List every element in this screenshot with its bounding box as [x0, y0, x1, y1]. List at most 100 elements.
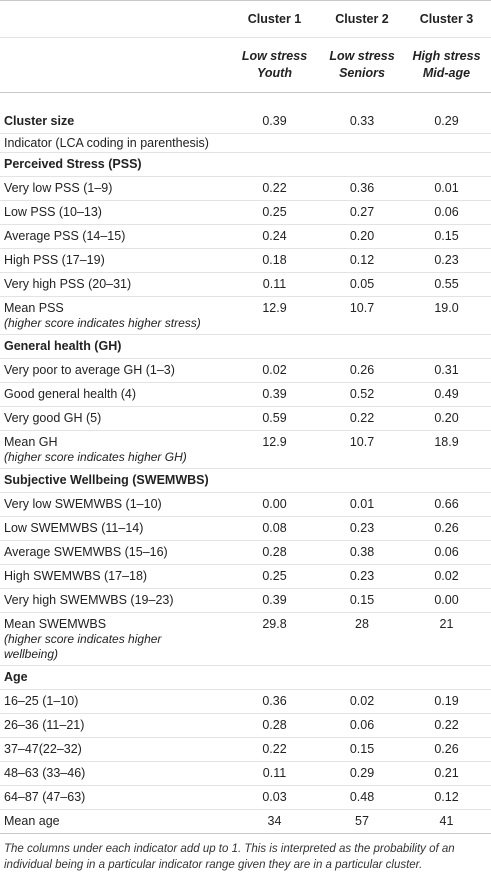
row-label: 48–63 (33–46) — [4, 766, 86, 780]
table-row: 26–36 (11–21) 0.28 0.06 0.22 — [0, 713, 491, 737]
cell-c2: 0.52 — [349, 387, 375, 401]
cell-c3: 21 — [439, 616, 454, 631]
header-label-3: High stress Mid-age — [402, 38, 491, 93]
cell-c2: 0.26 — [349, 363, 375, 377]
cell-c2: 0.01 — [349, 497, 375, 511]
cell-c3: 0.23 — [434, 253, 459, 267]
cell-c2: 0.33 — [349, 113, 375, 128]
header-empty — [0, 38, 227, 93]
row-label: 64–87 (47–63) — [4, 790, 86, 804]
row-label: 26–36 (11–21) — [4, 718, 85, 732]
cell-c3: 0.01 — [434, 181, 459, 195]
cell-c1: 0.39 — [262, 387, 287, 401]
header-label-2-line2: Seniors — [339, 66, 385, 80]
cell-c1: 0.39 — [262, 113, 287, 128]
header-label-1: Low stress Youth — [227, 38, 322, 93]
row-label: 16–25 (1–10) — [4, 694, 79, 708]
cell-c2: 57 — [355, 814, 369, 828]
header-cluster-2: Cluster 2 — [335, 12, 389, 26]
cell-c3: 0.06 — [434, 545, 459, 559]
cell-c1: 0.28 — [262, 545, 287, 559]
cell-c3: 0.02 — [434, 569, 459, 583]
cell-c2: 0.48 — [349, 790, 375, 804]
row-label: High SWEMWBS (17–18) — [4, 569, 148, 583]
cell-c2: 0.38 — [349, 545, 375, 559]
cell-c2: 0.36 — [349, 181, 375, 195]
cell-c1: 0.59 — [262, 411, 287, 425]
cell-c1: 0.28 — [262, 718, 287, 732]
row-label: Very low SWEMWBS (1–10) — [4, 497, 162, 511]
table-row-mean-swemwbs: Mean SWEMWBS (higher score indicates high… — [0, 612, 491, 665]
cell-c3: 0.12 — [434, 790, 459, 804]
cell-c1: 0.02 — [262, 363, 287, 377]
cell-c3: 18.9 — [434, 434, 459, 449]
indicator-note: Indicator (LCA coding in parenthesis) — [4, 135, 209, 150]
table-row: Low SWEMWBS (11–14) 0.08 0.23 0.26 — [0, 516, 491, 540]
cell-c3: 0.15 — [434, 229, 459, 243]
table-row: Average PSS (14–15) 0.24 0.20 0.15 — [0, 224, 491, 248]
cell-c1: 0.18 — [262, 253, 287, 267]
spacer-row — [0, 93, 491, 110]
cell-c2: 10.7 — [349, 434, 375, 449]
table-row: 48–63 (33–46) 0.11 0.29 0.21 — [0, 761, 491, 785]
cell-c3: 0.21 — [434, 766, 459, 780]
cell-c2: 0.20 — [349, 229, 375, 243]
cell-c3: 19.0 — [434, 300, 459, 315]
section-title: Perceived Stress (PSS) — [4, 157, 142, 171]
table-row: Average SWEMWBS (15–16) 0.28 0.38 0.06 — [0, 540, 491, 564]
row-label: Mean PSS (higher score indicates higher s… — [0, 296, 227, 334]
table-footnote: The columns under each indicator add up … — [4, 842, 455, 871]
cell-c3: 0.19 — [434, 694, 459, 708]
mean-note: (higher score indicates higher GH) — [4, 449, 187, 464]
header-empty — [0, 1, 227, 38]
header-row-labels: Low stress Youth Low stress Seniors High s… — [0, 38, 491, 93]
row-label: Mean age — [4, 814, 60, 828]
section-title: Age — [4, 670, 28, 684]
cell-c2: 0.27 — [349, 205, 375, 219]
row-label: Mean GH (higher score indicates higher GH… — [0, 430, 227, 468]
section-title: Subjective Wellbeing (SWEMWBS) — [4, 473, 209, 487]
header-label-1-line1: Low stress — [241, 49, 308, 63]
row-label: High PSS (17–19) — [4, 253, 105, 267]
row-label: Very high SWEMWBS (19–23) — [4, 593, 174, 607]
row-label: Very poor to average GH (1–3) — [4, 363, 175, 377]
cell-c3: 41 — [439, 814, 454, 828]
table-row: High SWEMWBS (17–18) 0.25 0.23 0.02 — [0, 564, 491, 588]
row-label: Low PSS (10–13) — [4, 205, 102, 219]
cell-c2: 0.22 — [349, 411, 375, 425]
cell-c2: 0.06 — [349, 718, 375, 732]
table-row-mean-age: Mean age 34 57 41 — [0, 809, 491, 833]
table-row-mean-pss: Mean PSS (higher score indicates higher s… — [0, 296, 491, 334]
cell-c2: 10.7 — [349, 300, 375, 315]
mean-note-line2: wellbeing) — [4, 646, 59, 661]
cell-c3: 0.31 — [434, 363, 459, 377]
cell-c3: 0.26 — [434, 521, 459, 535]
cell-c1: 0.36 — [262, 694, 287, 708]
header-cluster-3: Cluster 3 — [419, 12, 474, 26]
row-label: Average SWEMWBS (15–16) — [4, 545, 168, 559]
section-row-age: Age — [0, 665, 491, 689]
cell-c1: 0.03 — [262, 790, 287, 804]
table-row: Very low PSS (1–9) 0.22 0.36 0.01 — [0, 176, 491, 200]
row-label: Very good GH (5) — [4, 411, 102, 425]
cell-c1: 12.9 — [262, 434, 287, 449]
cell-c2: 0.12 — [349, 253, 375, 267]
cell-c2: 0.02 — [349, 694, 375, 708]
cell-c3: 0.66 — [434, 497, 459, 511]
table-row: Very high PSS (20–31) 0.11 0.05 0.55 — [0, 272, 491, 296]
cell-c2: 0.05 — [349, 277, 375, 291]
table-row: Very high SWEMWBS (19–23) 0.39 0.15 0.00 — [0, 588, 491, 612]
cell-c1: 0.25 — [262, 569, 287, 583]
mean-note: (higher score indicates higher stress) — [4, 315, 201, 330]
section-title: General health (GH) — [4, 339, 122, 353]
cell-c1: 12.9 — [262, 300, 287, 315]
cell-c1: 0.11 — [262, 277, 287, 291]
row-label: 37–47(22–32) — [4, 742, 82, 756]
cell-c2: 0.29 — [349, 766, 375, 780]
cell-c3: 0.29 — [434, 113, 459, 128]
cell-c3: 0.55 — [434, 277, 459, 291]
cell-c1: 0.08 — [262, 521, 287, 535]
table-row-indicator-note: Indicator (LCA coding in parenthesis) — [0, 133, 491, 152]
cell-c3: 0.00 — [434, 593, 459, 607]
cell-c1: 0.22 — [262, 181, 287, 195]
